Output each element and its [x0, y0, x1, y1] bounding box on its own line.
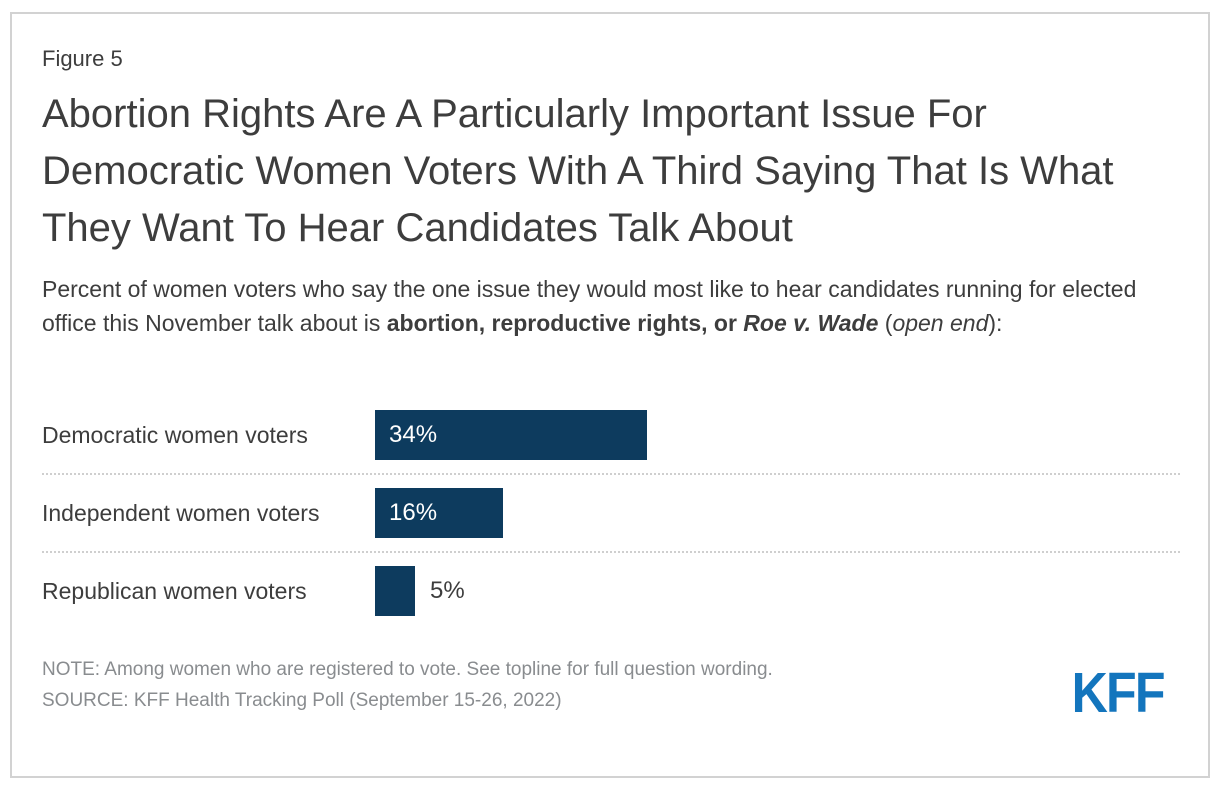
- category-label: Democratic women voters: [42, 421, 308, 448]
- figure-footer: NOTE: Among women who are registered to …: [42, 654, 1180, 725]
- chart-row-2: Independent women voters 16%: [42, 488, 1180, 538]
- row-separator: [42, 551, 1180, 553]
- note-text: NOTE: Among women who are registered to …: [42, 659, 773, 680]
- kff-logo: KFF: [1071, 661, 1166, 725]
- chart-row-3: Republican women voters 5%: [42, 566, 1180, 616]
- bar-area: 34%: [375, 410, 1180, 460]
- figure-card: Figure 5 Abortion Rights Are A Particula…: [10, 12, 1210, 778]
- subtitle-tail: ):: [988, 310, 1003, 336]
- bar-chart: Democratic women voters 34% Independent wo…: [42, 410, 1180, 616]
- category-label: Independent women voters: [42, 499, 320, 526]
- subtitle-bold-italic: Roe v. Wade: [743, 310, 879, 336]
- source-text: SOURCE: KFF Health Tracking Poll (Septem…: [42, 690, 562, 711]
- bar: 16%: [375, 488, 503, 538]
- footnotes: NOTE: Among women who are registered to …: [42, 654, 773, 716]
- bar-value-label: 16%: [389, 499, 438, 526]
- subtitle-lead: Percent of women voters who say the one …: [42, 276, 1137, 336]
- bar-value-label: 5%: [430, 577, 465, 604]
- chart-row-1: Democratic women voters 34%: [42, 410, 1180, 460]
- row-separator: [42, 473, 1180, 475]
- bar-area: 16%: [375, 488, 1180, 538]
- subtitle-bold: abortion, reproductive rights, or: [386, 310, 744, 336]
- bar: [375, 566, 415, 616]
- bar: 34%: [375, 410, 647, 460]
- subtitle-paren-open: (: [878, 310, 893, 336]
- figure-subtitle: Percent of women voters who say the one …: [42, 272, 1180, 340]
- bar-area: 5%: [375, 566, 1180, 616]
- bar-value-label: 34%: [389, 421, 438, 448]
- subtitle-italic: open end: [892, 310, 989, 336]
- category-label: Republican women voters: [42, 577, 307, 604]
- figure-number: Figure 5: [42, 46, 123, 71]
- figure-title: Abortion Rights Are A Particularly Impor…: [42, 92, 1114, 250]
